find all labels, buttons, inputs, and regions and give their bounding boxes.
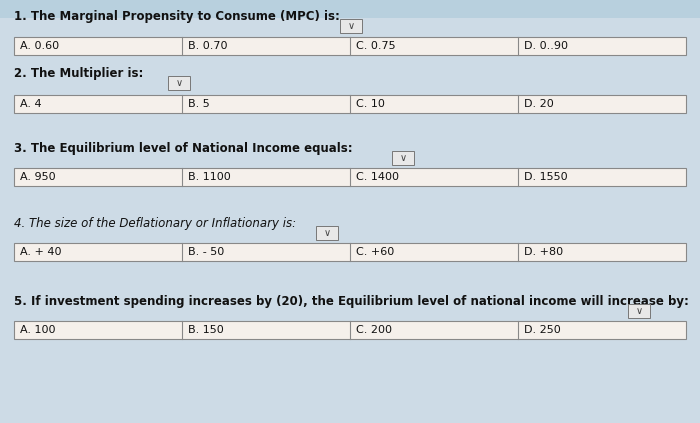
Text: A. 950: A. 950 — [20, 172, 55, 182]
FancyBboxPatch shape — [628, 304, 650, 318]
Text: ∨: ∨ — [400, 153, 407, 163]
Text: C. 1400: C. 1400 — [356, 172, 399, 182]
Text: 1. The Marginal Propensity to Consume (MPC) is:: 1. The Marginal Propensity to Consume (M… — [14, 10, 340, 23]
FancyBboxPatch shape — [392, 151, 414, 165]
FancyBboxPatch shape — [14, 168, 686, 186]
Text: ∨: ∨ — [347, 21, 355, 31]
Text: A. 100: A. 100 — [20, 325, 55, 335]
Text: B. - 50: B. - 50 — [188, 247, 224, 257]
Text: A. + 40: A. + 40 — [20, 247, 62, 257]
FancyBboxPatch shape — [0, 0, 700, 18]
Text: B. 150: B. 150 — [188, 325, 224, 335]
Text: 4. The size of the Deflationary or Inflationary is:: 4. The size of the Deflationary or Infla… — [14, 217, 296, 230]
Text: A. 0.60: A. 0.60 — [20, 41, 59, 51]
FancyBboxPatch shape — [14, 243, 686, 261]
Text: C. 0.75: C. 0.75 — [356, 41, 396, 51]
Text: 3. The Equilibrium level of National Income equals:: 3. The Equilibrium level of National Inc… — [14, 142, 353, 155]
Text: D. 0..90: D. 0..90 — [524, 41, 568, 51]
Text: ∨: ∨ — [176, 78, 183, 88]
Text: 5. If investment spending increases by (20), the Equilibrium level of national i: 5. If investment spending increases by (… — [14, 295, 689, 308]
Text: D. 20: D. 20 — [524, 99, 554, 109]
Text: 2. The Multiplier is:: 2. The Multiplier is: — [14, 67, 144, 80]
FancyBboxPatch shape — [14, 321, 686, 339]
FancyBboxPatch shape — [316, 226, 338, 240]
Text: C. 200: C. 200 — [356, 325, 392, 335]
Text: D. +80: D. +80 — [524, 247, 563, 257]
Text: D. 1550: D. 1550 — [524, 172, 568, 182]
Text: C. +60: C. +60 — [356, 247, 394, 257]
Text: A. 4: A. 4 — [20, 99, 41, 109]
FancyBboxPatch shape — [340, 19, 362, 33]
FancyBboxPatch shape — [168, 76, 190, 90]
Text: D. 250: D. 250 — [524, 325, 561, 335]
Text: C. 10: C. 10 — [356, 99, 385, 109]
Text: ∨: ∨ — [636, 306, 643, 316]
FancyBboxPatch shape — [14, 95, 686, 113]
Text: B. 1100: B. 1100 — [188, 172, 231, 182]
Text: B. 0.70: B. 0.70 — [188, 41, 228, 51]
Text: B. 5: B. 5 — [188, 99, 210, 109]
Text: ∨: ∨ — [323, 228, 330, 238]
FancyBboxPatch shape — [14, 37, 686, 55]
